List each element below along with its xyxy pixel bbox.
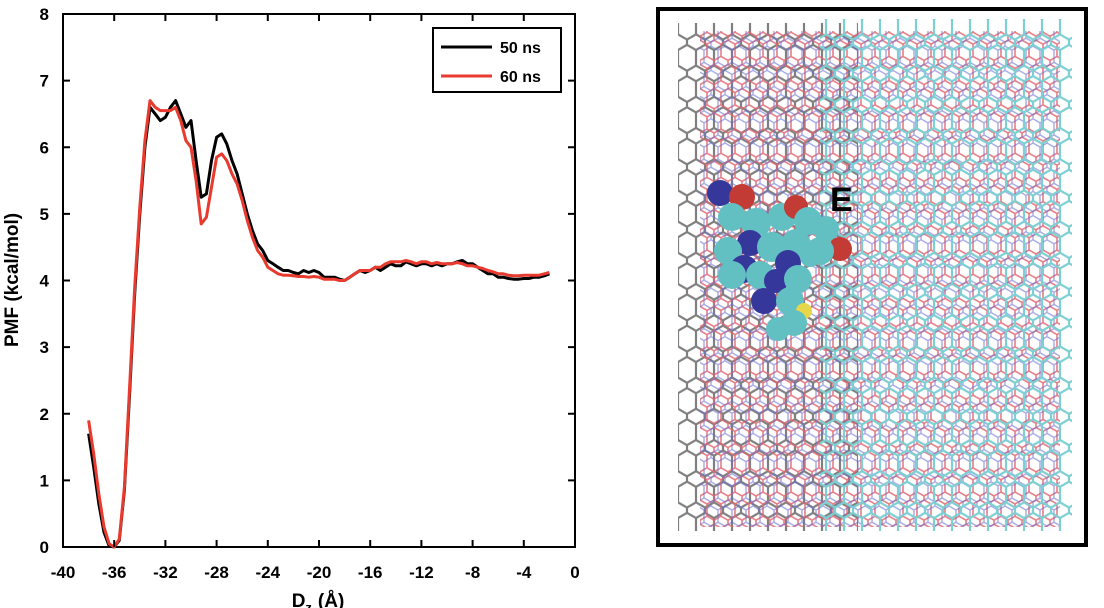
x-tick-label: -40 xyxy=(51,563,76,582)
x-tick-label: -12 xyxy=(409,563,434,582)
x-tick-label: -4 xyxy=(516,563,532,582)
x-tick-label: -20 xyxy=(307,563,332,582)
x-axis-label-main: D xyxy=(292,591,306,608)
legend: 50 ns 60 ns xyxy=(432,27,562,93)
figure-panel-label: E xyxy=(830,181,853,219)
molecular-structure-panel: E xyxy=(656,7,1088,547)
legend-label-60ns: 60 ns xyxy=(500,69,541,86)
x-tick-label: -16 xyxy=(358,563,383,582)
series-line-60ns xyxy=(87,99,550,549)
x-tick-label: -28 xyxy=(204,563,229,582)
plot-frame xyxy=(62,13,576,548)
y-tick-label: 1 xyxy=(40,471,49,490)
y-tick-label: 0 xyxy=(40,538,49,557)
y-tick-label: 2 xyxy=(40,405,49,424)
y-tick-label: 3 xyxy=(40,338,49,357)
peptide-molecule xyxy=(707,180,852,341)
series-group xyxy=(87,99,550,549)
graphene-cyan-layer xyxy=(820,19,1072,531)
x-tick-label: -32 xyxy=(153,563,178,582)
x-tick-label: -36 xyxy=(102,563,127,582)
series-line-50ns xyxy=(87,99,550,549)
plot-frame-group xyxy=(62,13,576,548)
x-tick-label: 0 xyxy=(570,563,579,582)
molecular-structure-image: E xyxy=(678,19,1072,531)
y-tick-label: 8 xyxy=(40,5,49,24)
y-tick-label: 6 xyxy=(40,138,49,157)
y-tick-label: 5 xyxy=(40,205,49,224)
x-tick-label: -8 xyxy=(465,563,480,582)
x-tick-label: -24 xyxy=(256,563,281,582)
y-tick-label: 7 xyxy=(40,72,49,91)
x-axis-label-unit: (Å) xyxy=(318,591,344,608)
y-tick-label: 4 xyxy=(40,272,50,291)
legend-label-50ns: 50 ns xyxy=(500,40,541,57)
x-axis-label-subscript: z xyxy=(305,600,312,608)
y-axis-label: PMF (kcal/mol) xyxy=(2,213,23,347)
x-axis-label: Dz (Å) xyxy=(292,591,345,608)
legend-box xyxy=(432,27,562,93)
